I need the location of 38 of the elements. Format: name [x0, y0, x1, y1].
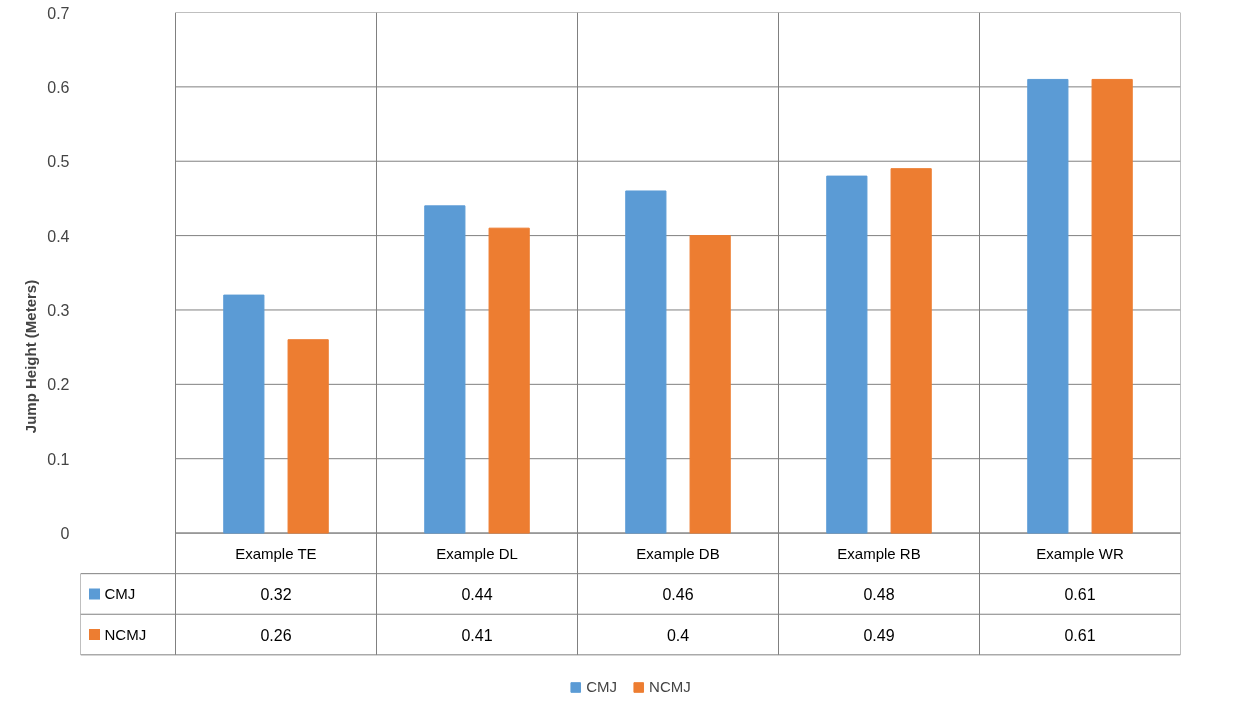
y-tick-label: 0.6: [47, 78, 70, 96]
data-label: 0.4: [666, 626, 690, 644]
data-label: 0.61: [1064, 585, 1096, 603]
bar: [625, 190, 667, 534]
y-tick-label: 0.2: [47, 376, 70, 394]
x-tick-label: Example DB: [636, 544, 720, 562]
x-tick-label: Example DL: [436, 544, 518, 562]
text: NCMJ: [104, 626, 147, 644]
y-tick-label: 0.4: [47, 227, 70, 245]
data-label: 0.61: [1064, 626, 1096, 644]
bar: [826, 175, 868, 534]
y-tick-label: 0.5: [47, 153, 70, 171]
bar: [287, 339, 329, 534]
bar: [223, 294, 265, 534]
text: CMJ: [586, 678, 618, 695]
data-label: 0.49: [863, 626, 895, 644]
data-label: 0.44: [461, 585, 493, 603]
x-tick-label: Example WR: [1036, 544, 1124, 562]
bar: [488, 227, 530, 534]
x-tick-label: Example RB: [837, 544, 921, 562]
bar: [424, 205, 466, 534]
x-tick-label: Example TE: [235, 544, 317, 562]
y-tick-label: 0: [60, 525, 70, 543]
bar: [890, 168, 932, 534]
y-axis-title: Jump Height (Meters): [22, 279, 40, 434]
y-tick-label: 0.7: [47, 4, 70, 22]
legend-label: NCMJ: [649, 678, 691, 695]
data-label: 0.26: [260, 626, 292, 644]
y-tick-label: 0.3: [47, 301, 70, 319]
legend-label: CMJ: [104, 585, 136, 603]
bar: [1091, 78, 1133, 534]
data-label: 0.41: [461, 626, 493, 644]
data-label: 0.32: [260, 585, 292, 603]
data-label: 0.48: [863, 585, 895, 603]
bar: [1027, 78, 1069, 534]
bar: [689, 235, 731, 534]
data-label: 0.46: [662, 585, 694, 603]
y-tick-label: 0.1: [47, 450, 70, 468]
